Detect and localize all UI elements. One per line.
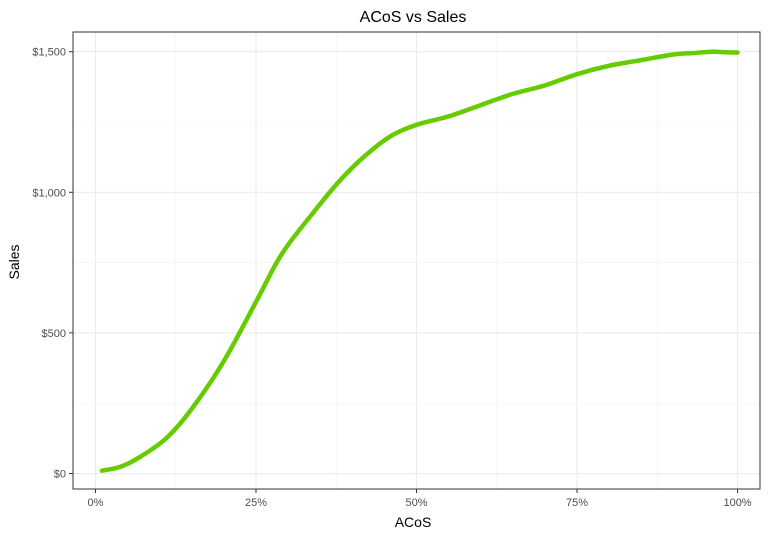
x-tick-label: 0% bbox=[88, 497, 104, 509]
y-tick-label: $500 bbox=[42, 328, 66, 340]
x-ticks: 0% 25% 50% 75% 100% bbox=[88, 489, 752, 509]
y-tick-label: $1,000 bbox=[32, 187, 66, 199]
y-tick-label: $0 bbox=[54, 469, 66, 481]
chart-title: ACoS vs Sales bbox=[360, 9, 467, 26]
series-line bbox=[99, 49, 740, 473]
series-layer bbox=[99, 49, 740, 473]
y-ticks: $0 $500 $1,000 $1,500 bbox=[32, 47, 73, 481]
grid-major bbox=[73, 32, 760, 489]
x-tick-label: 25% bbox=[245, 497, 267, 509]
x-tick-label: 75% bbox=[566, 497, 588, 509]
x-tick-label: 50% bbox=[405, 497, 427, 509]
y-axis-title: Sales bbox=[6, 244, 22, 279]
y-tick-label: $1,500 bbox=[32, 47, 66, 59]
x-tick-label: 100% bbox=[723, 497, 751, 509]
x-axis-title: ACoS bbox=[395, 514, 432, 530]
